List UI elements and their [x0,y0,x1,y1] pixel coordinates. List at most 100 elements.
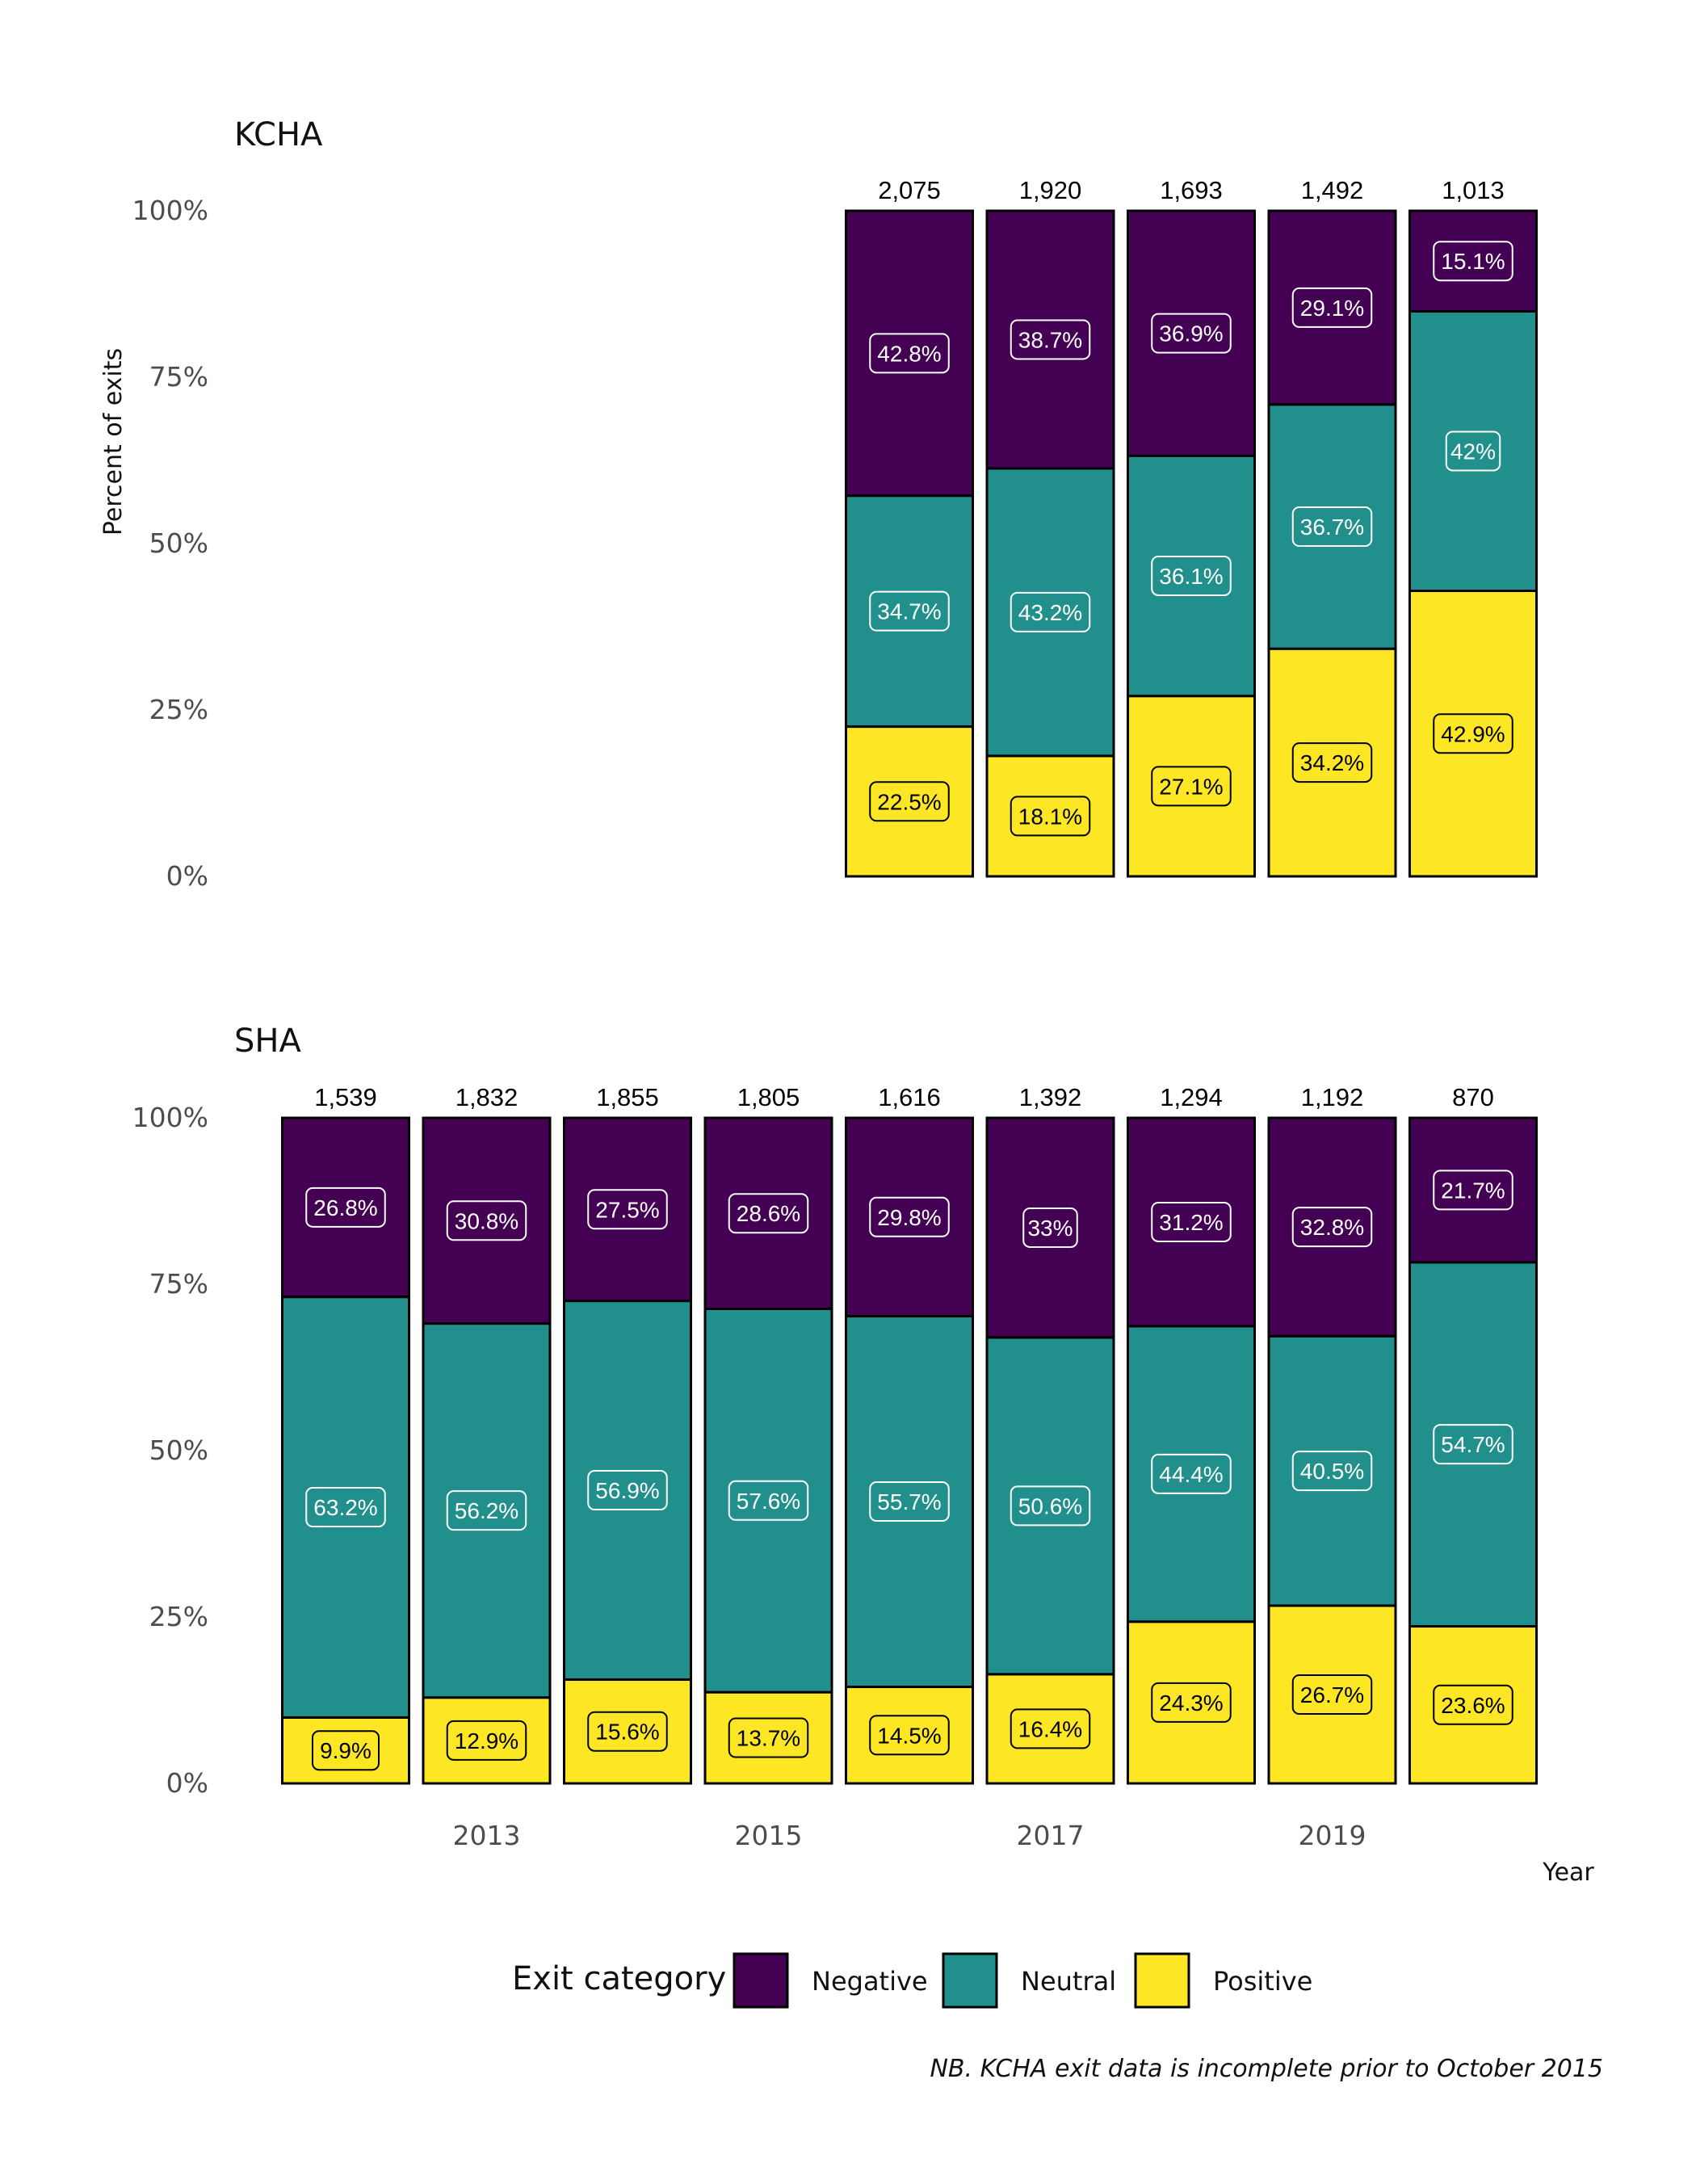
segment-label-positive: 13.7% [737,1726,800,1751]
segment-label-box [1151,555,1232,596]
bar-2015: 13.7% 57.6% 28.6% 1,805 [703,1083,833,1785]
segment-label-negative: 29.1% [1300,296,1364,321]
segment-label-neutral: 50.6% [1018,1493,1082,1518]
segment-label-box [1010,1485,1091,1527]
segment-label-box [305,1186,386,1228]
segment-label-neutral: 36.7% [1300,514,1364,540]
y-axis-title: Percent of exits [99,348,128,536]
segment-label-box [1433,1170,1513,1211]
segment-label-positive: 27.1% [1159,774,1223,799]
segment-label-positive: 23.6% [1441,1693,1505,1718]
panel-kcha: KCHA 0% 25% 50% 75% 100% Percent of exits 22.5%… [99,116,1538,892]
bar-2019: 34.2% 36.7% 29.1% 1,492 [1267,176,1397,878]
segment-label-box [587,1711,668,1752]
segment-label-neutral: 57.6% [737,1489,800,1514]
x-tick-label: 2013 [453,1820,521,1851]
y-tick-label: 75% [149,361,208,393]
bar-total-label: 1,805 [737,1083,800,1111]
legend-item-positive: Positive [1134,1952,1312,2009]
segment-label-box [446,1720,527,1761]
segment-label-box [1010,319,1091,360]
segment-label-box [1433,1424,1513,1465]
segment-label-box [1010,591,1091,632]
legend-item-neutral: Neutral [942,1952,1116,2009]
segment-label-negative: 26.8% [313,1195,377,1220]
segment-label-box [1433,241,1513,282]
segment-label-positive: 22.5% [877,789,941,814]
segment-label-box [1433,1684,1513,1725]
bar-2012: 9.9% 63.2% 26.8% 1,539 [281,1083,410,1785]
bar-segment-neutral [985,467,1115,758]
bar-segment-positive [563,1678,692,1785]
segment-label-box [728,1717,809,1758]
y-tick-label: 0% [166,1767,208,1799]
bar-total-label: 1,392 [1019,1083,1082,1111]
segment-label-box [1022,1207,1078,1248]
segment-label-positive: 42.9% [1441,721,1505,746]
panel-sha: SHA 0% 25% 50% 75% 100% 9.9% 63.2% 26.8% 1,539 12.… [132,1023,1595,1887]
segment-label-negative: 15.1% [1441,249,1505,274]
panel-title: SHA [234,1023,301,1060]
segment-label-neutral: 42% [1450,439,1496,464]
panel-title: KCHA [234,116,323,153]
y-tick-label: 50% [149,527,208,559]
bar-total-label: 1,492 [1301,176,1364,204]
segment-label-negative: 29.8% [877,1205,941,1230]
segment-label-neutral: 56.9% [595,1478,659,1503]
legend-title: Exit category [512,1960,726,1997]
segment-label-box [1291,287,1373,328]
bar-2014: 15.6% 56.9% 27.5% 1,855 [563,1083,692,1785]
segment-label-box [1151,1201,1232,1242]
segment-label-negative: 38.7% [1018,327,1082,352]
segment-label-negative: 36.9% [1159,321,1223,346]
bar-2020: 23.6% 54.7% 21.7% 870 [1408,1083,1538,1785]
segment-label-box [1151,766,1232,807]
segment-label-negative: 30.8% [455,1208,518,1233]
segment-label-negative: 27.5% [595,1197,659,1222]
segment-label-box [1010,1708,1091,1749]
segment-label-negative: 21.7% [1441,1178,1505,1203]
segment-label-positive: 18.1% [1018,804,1082,829]
segment-label-positive: 26.7% [1300,1682,1364,1707]
bar-segment-positive [1267,647,1397,878]
segment-label-box [728,1480,809,1521]
y-tick-label: 100% [132,1102,208,1133]
segment-label-positive: 16.4% [1018,1716,1082,1741]
y-tick-label: 75% [149,1268,208,1300]
bar-total-label: 1,855 [596,1083,659,1111]
segment-label-box [1291,1451,1373,1492]
bar-2013: 12.9% 56.2% 30.8% 1,832 [422,1083,552,1785]
x-tick-label: 2017 [1017,1820,1085,1851]
bar-2017: 18.1% 43.2% 38.7% 1,920 [985,176,1115,878]
bar-2018: 27.1% 36.1% 36.9% 1,693 [1127,176,1256,878]
segment-label-positive: 34.2% [1300,750,1364,775]
bar-total-label: 1,192 [1301,1083,1364,1111]
bar-total-label: 870 [1452,1083,1494,1111]
bar-2020: 42.9% 42% 15.1% 1,013 [1408,176,1538,878]
segment-label-positive: 9.9% [320,1738,372,1763]
segment-label-neutral: 56.2% [455,1498,518,1523]
segment-label-box [587,1470,668,1511]
segment-label-positive: 12.9% [455,1728,518,1754]
segment-label-box [1291,742,1373,783]
segment-label-positive: 15.6% [595,1720,659,1745]
legend-item-negative: Negative [733,1952,928,2009]
legend-swatch-neutral [942,1952,998,2009]
segment-label-box [305,1487,386,1528]
segment-label-box [1151,1453,1232,1494]
segment-label-box [446,1200,527,1241]
y-tick-label: 100% [132,195,208,226]
segment-label-box [869,590,950,632]
segment-label-box [1433,713,1513,754]
bar-total-label: 1,616 [878,1083,941,1111]
segment-label-positive: 14.5% [877,1723,941,1748]
segment-label-box [1010,796,1091,837]
segment-label-box [1151,313,1232,354]
segment-label-box [1291,1207,1373,1248]
y-tick-label: 25% [149,1601,208,1632]
segment-label-neutral: 34.7% [877,599,941,624]
bar-total-label: 1,693 [1160,176,1223,204]
segment-label-box [1291,506,1373,547]
legend-label: Neutral [1021,1966,1116,1997]
